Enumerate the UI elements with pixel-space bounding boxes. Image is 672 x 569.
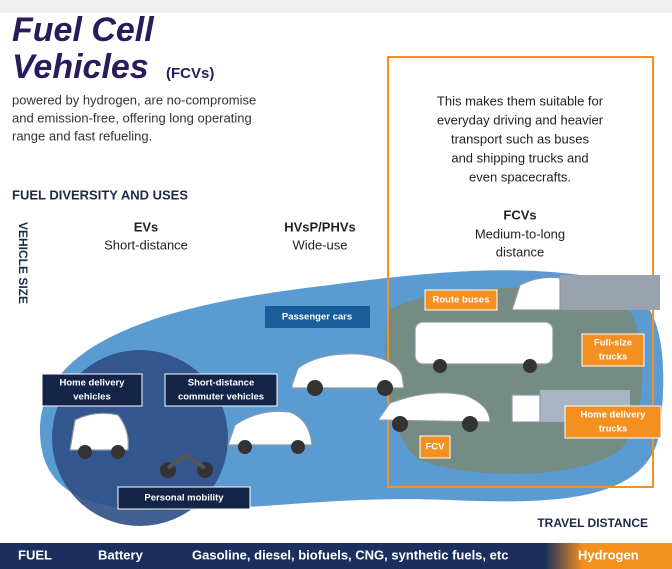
vehicles	[69, 275, 660, 478]
vehicle-label: Home delivery	[60, 378, 126, 389]
description: range and fast refueling.	[12, 128, 152, 143]
fcv-box	[387, 56, 654, 488]
callout: This makes them suitable for	[437, 93, 604, 108]
group-name: EVs	[134, 219, 159, 234]
x-axis-label: TRAVEL DISTANCE	[537, 516, 648, 530]
vehicle-label: trucks	[599, 424, 628, 435]
vehicle-label: trucks	[599, 352, 628, 363]
label-box	[117, 486, 251, 510]
callout: everyday driving and heavier	[437, 112, 604, 127]
vehicle-label: Personal mobility	[144, 493, 224, 504]
label-box	[419, 435, 451, 459]
vehicle-label: Full-size	[594, 338, 632, 349]
hydrogen-band	[545, 543, 672, 569]
vehicle-label: Route buses	[432, 295, 489, 306]
description: powered by hydrogen, are no-compromise	[12, 92, 256, 107]
vehicle-label: FCV	[426, 442, 446, 453]
label-box	[581, 333, 645, 367]
title: Fuel Cell	[12, 11, 155, 49]
group-name: FCVs	[503, 207, 536, 222]
vehicle-label: Short-distance	[188, 378, 255, 389]
label-box	[424, 289, 498, 311]
callout: even spacecrafts.	[469, 169, 571, 184]
callout: transport such as buses	[451, 131, 590, 146]
section-title: FUEL DIVERSITY AND USES	[12, 187, 188, 202]
title-suffix: (FCVs)	[166, 65, 214, 82]
title: Vehicles	[12, 48, 149, 86]
label-box	[265, 306, 370, 328]
y-axis-label: VEHICLE SIZE	[16, 222, 30, 304]
vehicle-label: Passenger cars	[282, 312, 352, 323]
group-desc: Short-distance	[104, 237, 188, 252]
fuel-item: Hydrogen	[578, 547, 639, 562]
fuel-label: FUEL	[18, 547, 52, 562]
label-box	[164, 373, 278, 407]
group-desc: Medium-to-long	[475, 226, 565, 241]
label-box	[41, 373, 143, 407]
top-band	[0, 0, 672, 13]
group-desc: Wide-use	[293, 237, 348, 252]
callout: and shipping trucks and	[451, 150, 588, 165]
fuel-item: Battery	[98, 547, 144, 562]
label-box	[564, 405, 662, 439]
vehicle-label: commuter vehicles	[178, 392, 264, 403]
group-name: HVsP/PHVs	[284, 219, 356, 234]
vehicle-label: vehicles	[73, 392, 111, 403]
description: and emission-free, offering long operati…	[12, 110, 252, 125]
fuel-item: Gasoline, diesel, biofuels, CNG, synthet…	[192, 547, 508, 562]
vehicle-label: Home delivery	[581, 410, 647, 421]
group-desc: distance	[496, 244, 544, 259]
